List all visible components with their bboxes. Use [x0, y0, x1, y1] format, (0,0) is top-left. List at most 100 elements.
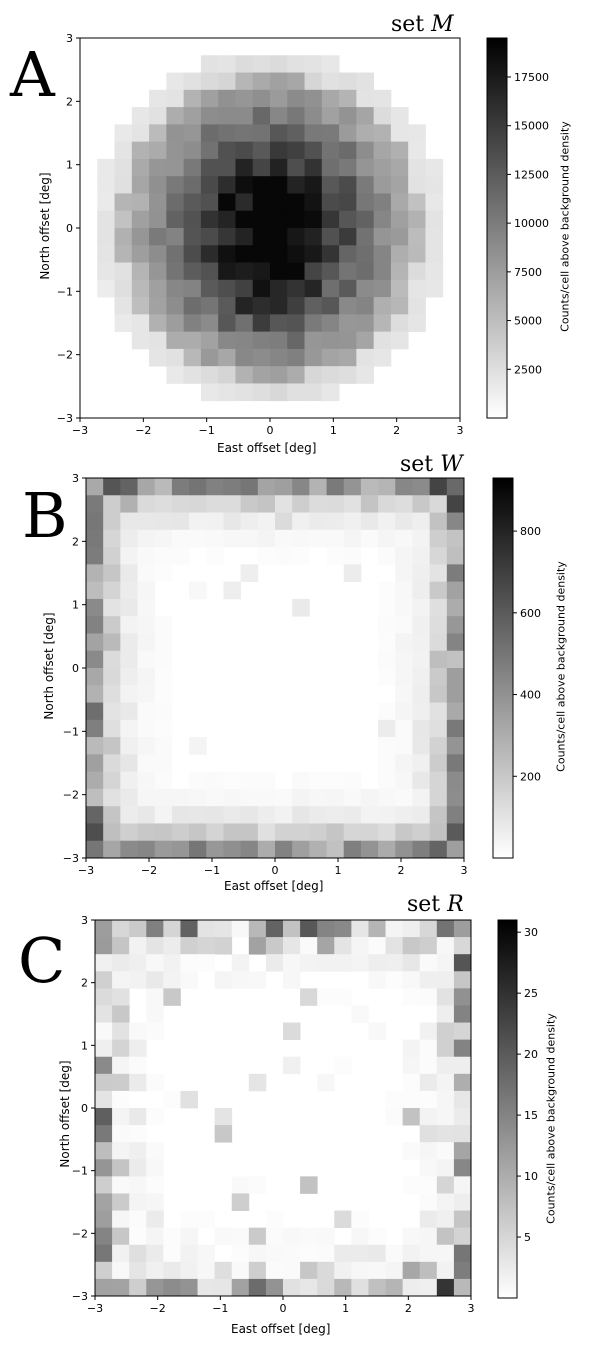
- heatmap-cell: [390, 124, 409, 143]
- heatmap-cell: [166, 107, 185, 125]
- heatmap-cell: [95, 1142, 113, 1160]
- heatmap-cell: [326, 529, 345, 548]
- heatmap-cell: [321, 89, 340, 108]
- heatmap-cell: [120, 581, 138, 600]
- heatmap-cell: [235, 176, 254, 194]
- heatmap-cell: [300, 1244, 318, 1263]
- heatmap-cell: [120, 685, 138, 703]
- heatmap-cell: [343, 547, 362, 565]
- heatmap-cell: [360, 512, 379, 531]
- heatmap-cell: [235, 124, 254, 143]
- heatmap-cell: [395, 754, 413, 773]
- heatmap-cell: [304, 331, 323, 350]
- colorbar-tick-label: 15: [524, 1109, 538, 1122]
- heatmap-cell: [137, 668, 156, 686]
- heatmap-cell: [419, 920, 438, 938]
- heatmap-cell: [317, 920, 335, 938]
- heatmap-cell: [252, 176, 271, 194]
- heatmap-cell: [373, 279, 392, 298]
- heatmap-cell: [287, 348, 305, 367]
- colorbar: [492, 477, 514, 859]
- heatmap-cell: [137, 719, 156, 738]
- heatmap-cell: [86, 495, 104, 513]
- heatmap-cell: [86, 564, 104, 583]
- heatmap-cell: [339, 107, 357, 125]
- heatmap-cell: [373, 348, 392, 367]
- heatmap-cell: [154, 564, 173, 583]
- heatmap-cell: [343, 478, 362, 496]
- colorbar-tick-label: 200: [520, 770, 541, 783]
- heatmap-cell: [429, 823, 448, 842]
- heatmap-cell: [86, 512, 104, 531]
- heatmap-cell: [183, 124, 202, 143]
- heatmap-cell: [368, 954, 386, 972]
- heatmap-cell: [200, 89, 219, 108]
- heatmap-cell: [356, 348, 375, 367]
- heatmap-cell: [390, 314, 409, 333]
- heatmap-cell: [287, 210, 305, 229]
- heatmap-cell: [402, 1261, 421, 1280]
- x-tick-label: 0: [272, 864, 279, 877]
- heatmap-cell: [309, 788, 327, 807]
- heatmap-cell: [321, 158, 340, 177]
- heatmap-cell: [283, 954, 301, 972]
- heatmap-cell: [166, 348, 185, 367]
- heatmap-cell: [453, 1125, 472, 1143]
- heatmap-cell: [446, 754, 465, 773]
- heatmap-cell: [129, 1142, 147, 1160]
- heatmap-cell: [218, 158, 236, 177]
- heatmap-cell: [166, 176, 185, 194]
- heatmap-cell: [395, 650, 413, 669]
- heatmap-cell: [283, 1227, 301, 1246]
- heatmap-cell: [283, 937, 301, 955]
- x-tick-label: 0: [267, 424, 274, 437]
- heatmap-cell: [200, 158, 219, 177]
- heatmap-cell: [86, 771, 104, 790]
- heatmap-cell: [183, 348, 202, 367]
- heatmap-cell: [446, 495, 465, 513]
- heatmap-cell: [149, 176, 167, 194]
- x-tick-label: 3: [457, 424, 464, 437]
- heatmap-cell: [137, 598, 156, 617]
- heatmap-cell: [131, 176, 150, 194]
- heatmap-cell: [137, 495, 156, 513]
- heatmap-cell: [137, 754, 156, 773]
- heatmap-cell: [412, 754, 431, 773]
- heatmap-cell: [356, 297, 375, 315]
- heatmap-cell: [218, 141, 236, 160]
- heatmap-cell: [163, 954, 181, 972]
- heatmap-cell: [390, 262, 409, 281]
- heatmap-cell: [183, 366, 202, 384]
- heatmap-cell: [304, 228, 323, 246]
- heatmap-cell: [425, 158, 444, 177]
- heatmap-cell: [412, 547, 431, 565]
- heatmap-cell: [270, 89, 288, 108]
- heatmap-cell: [112, 1159, 130, 1177]
- heatmap-cell: [321, 228, 340, 246]
- heatmap-cell: [252, 297, 271, 315]
- heatmap-cell: [339, 193, 357, 212]
- heatmap-cell: [292, 478, 310, 496]
- heatmap-cell: [265, 920, 284, 938]
- heatmap-cell: [321, 297, 340, 315]
- heatmap-cell: [373, 176, 392, 194]
- heatmap-cell: [429, 685, 448, 703]
- heatmap-cell: [86, 581, 104, 600]
- heatmap-cell: [235, 331, 254, 350]
- heatmap-cell: [248, 971, 267, 989]
- heatmap-cell: [356, 366, 375, 384]
- heatmap-cell: [339, 366, 357, 384]
- heatmap-cell: [131, 279, 150, 298]
- heatmap-cell: [180, 1210, 198, 1229]
- heatmap-cell: [86, 719, 104, 738]
- heatmap-cell: [235, 89, 254, 108]
- heatmap-cell: [231, 1278, 250, 1297]
- heatmap-cell: [218, 72, 236, 91]
- heatmap-cell: [131, 193, 150, 212]
- heatmap-cell: [103, 702, 121, 721]
- heatmap-cell: [275, 806, 293, 824]
- heatmap-cell: [197, 954, 216, 972]
- heatmap-cell: [419, 1090, 438, 1109]
- heatmap-cell: [114, 279, 133, 298]
- heatmap-cell: [287, 193, 305, 212]
